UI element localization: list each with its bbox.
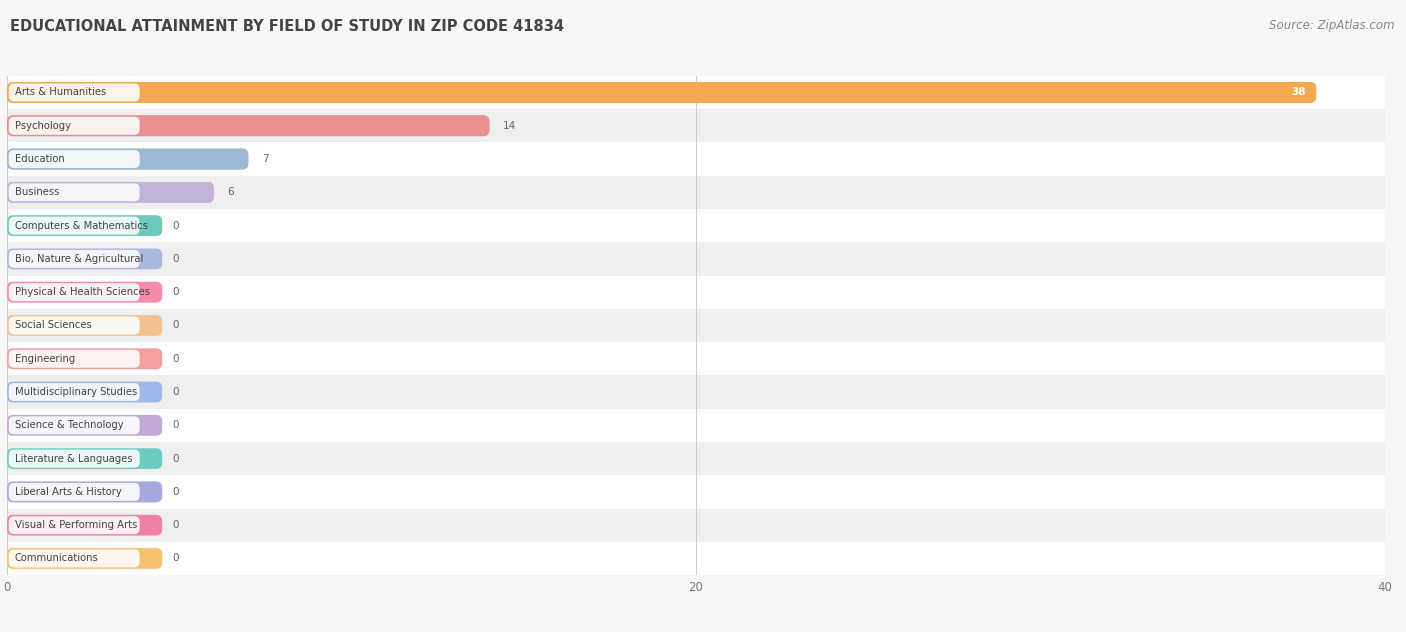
Text: Engineering: Engineering	[14, 354, 75, 364]
FancyBboxPatch shape	[7, 348, 162, 369]
Text: 7: 7	[262, 154, 269, 164]
FancyBboxPatch shape	[7, 182, 214, 203]
Bar	[7, 176, 1385, 209]
FancyBboxPatch shape	[8, 416, 139, 434]
Text: Liberal Arts & History: Liberal Arts & History	[14, 487, 121, 497]
Text: 0: 0	[173, 520, 179, 530]
Bar	[7, 76, 1385, 109]
Bar	[7, 442, 1385, 475]
FancyBboxPatch shape	[7, 248, 162, 269]
FancyBboxPatch shape	[8, 449, 139, 468]
Bar	[7, 475, 1385, 509]
Bar	[7, 209, 1385, 242]
Text: 0: 0	[173, 554, 179, 564]
FancyBboxPatch shape	[7, 515, 162, 535]
Bar	[7, 342, 1385, 375]
Text: Psychology: Psychology	[14, 121, 70, 131]
Text: 14: 14	[503, 121, 516, 131]
FancyBboxPatch shape	[7, 382, 162, 403]
FancyBboxPatch shape	[8, 150, 139, 168]
Text: Physical & Health Sciences: Physical & Health Sciences	[14, 287, 149, 297]
Text: 0: 0	[173, 287, 179, 297]
Text: EDUCATIONAL ATTAINMENT BY FIELD OF STUDY IN ZIP CODE 41834: EDUCATIONAL ATTAINMENT BY FIELD OF STUDY…	[10, 19, 564, 34]
Text: Science & Technology: Science & Technology	[14, 420, 124, 430]
FancyBboxPatch shape	[7, 82, 1316, 103]
FancyBboxPatch shape	[8, 516, 139, 534]
Text: Social Sciences: Social Sciences	[14, 320, 91, 331]
FancyBboxPatch shape	[7, 149, 249, 169]
Text: Communications: Communications	[14, 554, 98, 564]
Text: 38: 38	[1291, 87, 1306, 97]
FancyBboxPatch shape	[7, 82, 1316, 103]
Bar	[7, 309, 1385, 342]
Text: Visual & Performing Arts: Visual & Performing Arts	[14, 520, 136, 530]
FancyBboxPatch shape	[8, 383, 139, 401]
FancyBboxPatch shape	[7, 382, 162, 403]
FancyBboxPatch shape	[7, 415, 162, 435]
FancyBboxPatch shape	[7, 515, 162, 535]
Text: Literature & Languages: Literature & Languages	[14, 454, 132, 464]
FancyBboxPatch shape	[8, 83, 139, 102]
Text: 0: 0	[173, 454, 179, 464]
FancyBboxPatch shape	[7, 548, 162, 569]
FancyBboxPatch shape	[8, 183, 139, 202]
FancyBboxPatch shape	[7, 348, 162, 369]
Text: 0: 0	[173, 420, 179, 430]
FancyBboxPatch shape	[7, 548, 162, 569]
FancyBboxPatch shape	[8, 549, 139, 568]
FancyBboxPatch shape	[7, 482, 162, 502]
FancyBboxPatch shape	[7, 248, 162, 269]
FancyBboxPatch shape	[7, 315, 162, 336]
FancyBboxPatch shape	[7, 216, 162, 236]
FancyBboxPatch shape	[8, 283, 139, 301]
Bar	[7, 542, 1385, 575]
FancyBboxPatch shape	[7, 82, 1316, 103]
FancyBboxPatch shape	[8, 317, 139, 334]
Bar	[7, 242, 1385, 276]
FancyBboxPatch shape	[7, 182, 214, 203]
Text: Arts & Humanities: Arts & Humanities	[14, 87, 105, 97]
Text: Computers & Mathematics: Computers & Mathematics	[14, 221, 148, 231]
Bar	[7, 276, 1385, 309]
FancyBboxPatch shape	[7, 315, 162, 336]
FancyBboxPatch shape	[7, 448, 162, 469]
FancyBboxPatch shape	[7, 216, 162, 236]
Text: Source: ZipAtlas.com: Source: ZipAtlas.com	[1270, 19, 1395, 32]
Text: 0: 0	[173, 354, 179, 364]
FancyBboxPatch shape	[8, 217, 139, 234]
Bar	[7, 142, 1385, 176]
Text: 0: 0	[173, 221, 179, 231]
FancyBboxPatch shape	[7, 415, 162, 435]
FancyBboxPatch shape	[7, 149, 249, 169]
FancyBboxPatch shape	[7, 149, 249, 169]
Bar	[7, 109, 1385, 142]
FancyBboxPatch shape	[7, 282, 162, 303]
Text: 6: 6	[228, 187, 235, 197]
FancyBboxPatch shape	[7, 448, 162, 469]
Text: 0: 0	[173, 320, 179, 331]
Text: Multidisciplinary Studies: Multidisciplinary Studies	[14, 387, 136, 397]
FancyBboxPatch shape	[7, 116, 489, 136]
Text: Business: Business	[14, 187, 59, 197]
FancyBboxPatch shape	[8, 117, 139, 135]
FancyBboxPatch shape	[7, 482, 162, 502]
Bar	[7, 375, 1385, 409]
Text: 0: 0	[173, 387, 179, 397]
Text: Education: Education	[14, 154, 65, 164]
Text: 0: 0	[173, 254, 179, 264]
Bar	[7, 509, 1385, 542]
Text: 0: 0	[173, 487, 179, 497]
FancyBboxPatch shape	[7, 116, 489, 136]
FancyBboxPatch shape	[8, 483, 139, 501]
FancyBboxPatch shape	[8, 250, 139, 268]
Text: Bio, Nature & Agricultural: Bio, Nature & Agricultural	[14, 254, 143, 264]
Bar	[7, 409, 1385, 442]
FancyBboxPatch shape	[7, 282, 162, 303]
FancyBboxPatch shape	[7, 182, 214, 203]
FancyBboxPatch shape	[8, 349, 139, 368]
FancyBboxPatch shape	[7, 116, 489, 136]
